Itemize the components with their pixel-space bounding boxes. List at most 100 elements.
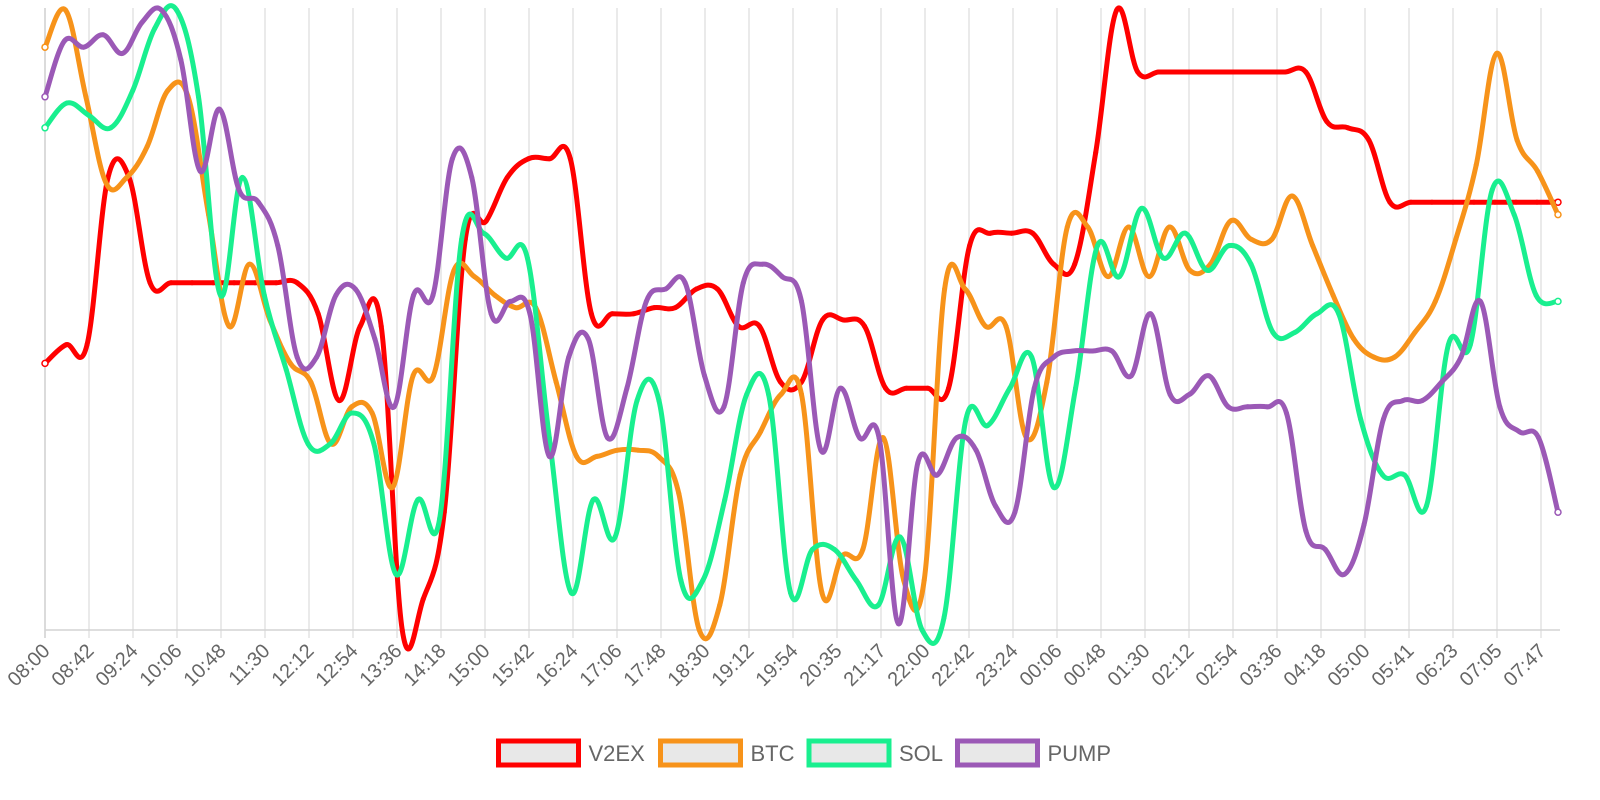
data-point-sol[interactable] bbox=[327, 441, 333, 447]
data-point-btc[interactable] bbox=[1494, 50, 1500, 56]
data-point-pump[interactable] bbox=[1400, 398, 1406, 404]
data-point-sol[interactable] bbox=[1226, 243, 1232, 249]
data-point-v2ex[interactable] bbox=[925, 385, 931, 391]
data-point-btc[interactable] bbox=[1146, 274, 1152, 280]
data-point-pump[interactable] bbox=[682, 280, 688, 286]
data-point-v2ex[interactable] bbox=[189, 280, 195, 286]
data-point-v2ex[interactable] bbox=[483, 218, 489, 224]
data-point-pump[interactable] bbox=[1477, 298, 1483, 304]
data-point-pump[interactable] bbox=[1361, 522, 1367, 528]
data-point-btc[interactable] bbox=[83, 94, 89, 100]
legend-item-sol[interactable]: SOL bbox=[806, 738, 943, 768]
data-point-v2ex[interactable] bbox=[1429, 199, 1435, 205]
data-point-pump[interactable] bbox=[217, 106, 223, 112]
data-point-btc[interactable] bbox=[165, 88, 171, 94]
data-point-v2ex[interactable] bbox=[883, 385, 889, 391]
data-point-sol[interactable] bbox=[1204, 267, 1210, 273]
data-point-btc[interactable] bbox=[451, 267, 457, 273]
data-point-v2ex[interactable] bbox=[756, 323, 762, 329]
data-point-sol[interactable] bbox=[524, 255, 530, 261]
data-point-pump[interactable] bbox=[449, 156, 455, 162]
data-point-v2ex[interactable] bbox=[1492, 199, 1498, 205]
data-point-sol[interactable] bbox=[1402, 472, 1408, 478]
data-point-pump[interactable] bbox=[372, 336, 378, 342]
data-point-sol[interactable] bbox=[130, 88, 136, 94]
data-point-sol[interactable] bbox=[568, 590, 574, 596]
data-point-btc[interactable] bbox=[1514, 137, 1520, 143]
data-point-v2ex[interactable] bbox=[420, 596, 426, 602]
data-point-pump[interactable] bbox=[352, 286, 358, 292]
data-point-v2ex[interactable] bbox=[1009, 230, 1015, 236]
data-point-pump[interactable] bbox=[1283, 410, 1289, 416]
data-point-btc[interactable] bbox=[512, 305, 518, 311]
data-point-sol[interactable] bbox=[437, 515, 443, 521]
data-point-sol[interactable] bbox=[1160, 255, 1166, 261]
data-point-v2ex[interactable] bbox=[1282, 69, 1288, 75]
data-point-sol[interactable] bbox=[1489, 187, 1495, 193]
data-point-pump[interactable] bbox=[546, 453, 552, 459]
data-point-btc[interactable] bbox=[1289, 193, 1295, 199]
data-point-btc[interactable] bbox=[1473, 162, 1479, 168]
data-point-sol[interactable] bbox=[108, 125, 114, 131]
data-point-v2ex[interactable] bbox=[1408, 199, 1414, 205]
data-point-btc[interactable] bbox=[41, 43, 49, 51]
legend-item-v2ex[interactable]: V2EX bbox=[496, 738, 646, 768]
data-point-sol[interactable] bbox=[1511, 212, 1517, 218]
data-point-v2ex[interactable] bbox=[231, 280, 237, 286]
data-point-v2ex[interactable] bbox=[714, 286, 720, 292]
data-point-sol[interactable] bbox=[656, 398, 662, 404]
data-point-v2ex[interactable] bbox=[1261, 69, 1267, 75]
data-point-btc[interactable] bbox=[1064, 224, 1070, 230]
data-point-pump[interactable] bbox=[721, 404, 727, 410]
data-point-sol[interactable] bbox=[919, 627, 925, 633]
data-point-sol[interactable] bbox=[744, 391, 750, 397]
data-point-v2ex[interactable] bbox=[336, 398, 342, 404]
data-point-v2ex[interactable] bbox=[1156, 69, 1162, 75]
data-point-sol[interactable] bbox=[1182, 230, 1188, 236]
data-point-btc[interactable] bbox=[492, 292, 498, 298]
legend-item-pump[interactable]: PUMP bbox=[955, 738, 1112, 768]
data-point-v2ex[interactable] bbox=[841, 317, 847, 323]
data-point-sol[interactable] bbox=[1073, 385, 1079, 391]
data-point-sol[interactable] bbox=[788, 590, 794, 596]
data-point-sol[interactable] bbox=[283, 367, 289, 373]
data-point-sol[interactable] bbox=[722, 497, 728, 503]
data-point-btc[interactable] bbox=[758, 429, 764, 435]
data-point-sol[interactable] bbox=[1116, 274, 1122, 280]
data-point-btc[interactable] bbox=[921, 577, 927, 583]
data-point-btc[interactable] bbox=[124, 174, 130, 180]
data-point-v2ex[interactable] bbox=[41, 359, 49, 368]
data-point-sol[interactable] bbox=[941, 615, 947, 621]
data-point-sol[interactable] bbox=[195, 94, 201, 100]
data-point-v2ex[interactable] bbox=[525, 156, 531, 162]
data-point-btc[interactable] bbox=[103, 181, 109, 187]
data-point-v2ex[interactable] bbox=[609, 311, 615, 317]
data-point-btc[interactable] bbox=[942, 286, 948, 292]
data-point-btc[interactable] bbox=[819, 590, 825, 596]
data-point-sol[interactable] bbox=[1358, 416, 1364, 422]
data-point-v2ex[interactable] bbox=[357, 323, 363, 329]
data-point-v2ex[interactable] bbox=[588, 311, 594, 317]
data-point-pump[interactable] bbox=[643, 298, 649, 304]
data-point-btc[interactable] bbox=[349, 404, 355, 410]
data-point-v2ex[interactable] bbox=[1093, 150, 1099, 156]
data-point-btc[interactable] bbox=[1432, 298, 1438, 304]
data-point-pump[interactable] bbox=[1186, 391, 1192, 397]
data-point-btc[interactable] bbox=[369, 410, 375, 416]
data-point-pump[interactable] bbox=[1419, 398, 1425, 404]
data-point-btc[interactable] bbox=[1126, 224, 1132, 230]
data-point-v2ex[interactable] bbox=[651, 305, 657, 311]
data-point-pump[interactable] bbox=[41, 93, 49, 101]
data-point-sol[interactable] bbox=[1336, 311, 1342, 317]
data-point-v2ex[interactable] bbox=[84, 342, 90, 348]
data-point-btc[interactable] bbox=[1453, 236, 1459, 242]
data-point-btc[interactable] bbox=[553, 379, 559, 385]
data-point-pump[interactable] bbox=[275, 243, 281, 249]
data-point-v2ex[interactable] bbox=[1513, 199, 1519, 205]
data-point-sol[interactable] bbox=[678, 577, 684, 583]
data-point-sol[interactable] bbox=[897, 534, 903, 540]
data-point-pump[interactable] bbox=[624, 385, 630, 391]
data-point-btc[interactable] bbox=[410, 373, 416, 379]
data-point-pump[interactable] bbox=[992, 503, 998, 509]
data-point-sol[interactable] bbox=[1554, 297, 1562, 306]
